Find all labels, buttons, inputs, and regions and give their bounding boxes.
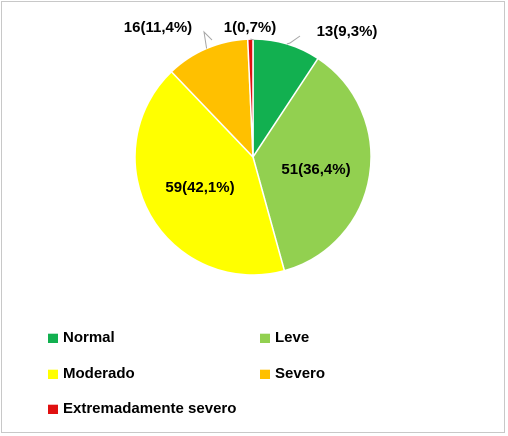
legend-label: Normal [63, 329, 115, 346]
legend-item-severo: Severo [260, 365, 325, 382]
legend-swatch [48, 332, 58, 343]
legend-item-extremadamente-severo: Extremadamente severo [48, 400, 236, 417]
legend-swatch [48, 403, 58, 414]
legend-label: Extremadamente severo [63, 400, 237, 417]
data-label-severo: 16(11,4%) [124, 19, 192, 36]
leader-line-severo [203, 30, 213, 49]
legend-swatch [260, 368, 270, 379]
legend-label: Moderado [63, 365, 135, 382]
pie-slice-moderado [134, 70, 286, 276]
data-label-moderado: 59(42,1%) [165, 179, 234, 196]
legend-item-moderado: Moderado [48, 365, 135, 382]
data-label-normal: 13(9,3%) [317, 23, 378, 40]
pie-slice-leve [252, 57, 372, 272]
data-label-extremadamente-severo: 1(0,7%) [224, 19, 277, 36]
pie-slices [134, 38, 372, 276]
pie-slice-extremadamente-severo [246, 38, 254, 158]
legend-item-normal: Normal [48, 329, 115, 346]
legend-label: Severo [275, 365, 326, 382]
legend-label: Leve [275, 329, 310, 346]
leader-lines [203, 30, 301, 49]
leader-line-extremadamente-severo [250, 38, 255, 41]
data-label-leve: 51(36,4%) [281, 161, 350, 178]
legend-swatch [260, 332, 270, 343]
legend-item-leve: Leve [260, 329, 309, 346]
legend-swatch [48, 368, 58, 379]
data-labels: 13(9,3%) 51(36,4%) 59(42,1%) 16(11,4%) 1(0,7… [124, 19, 378, 196]
leader-line-normal [286, 35, 301, 45]
